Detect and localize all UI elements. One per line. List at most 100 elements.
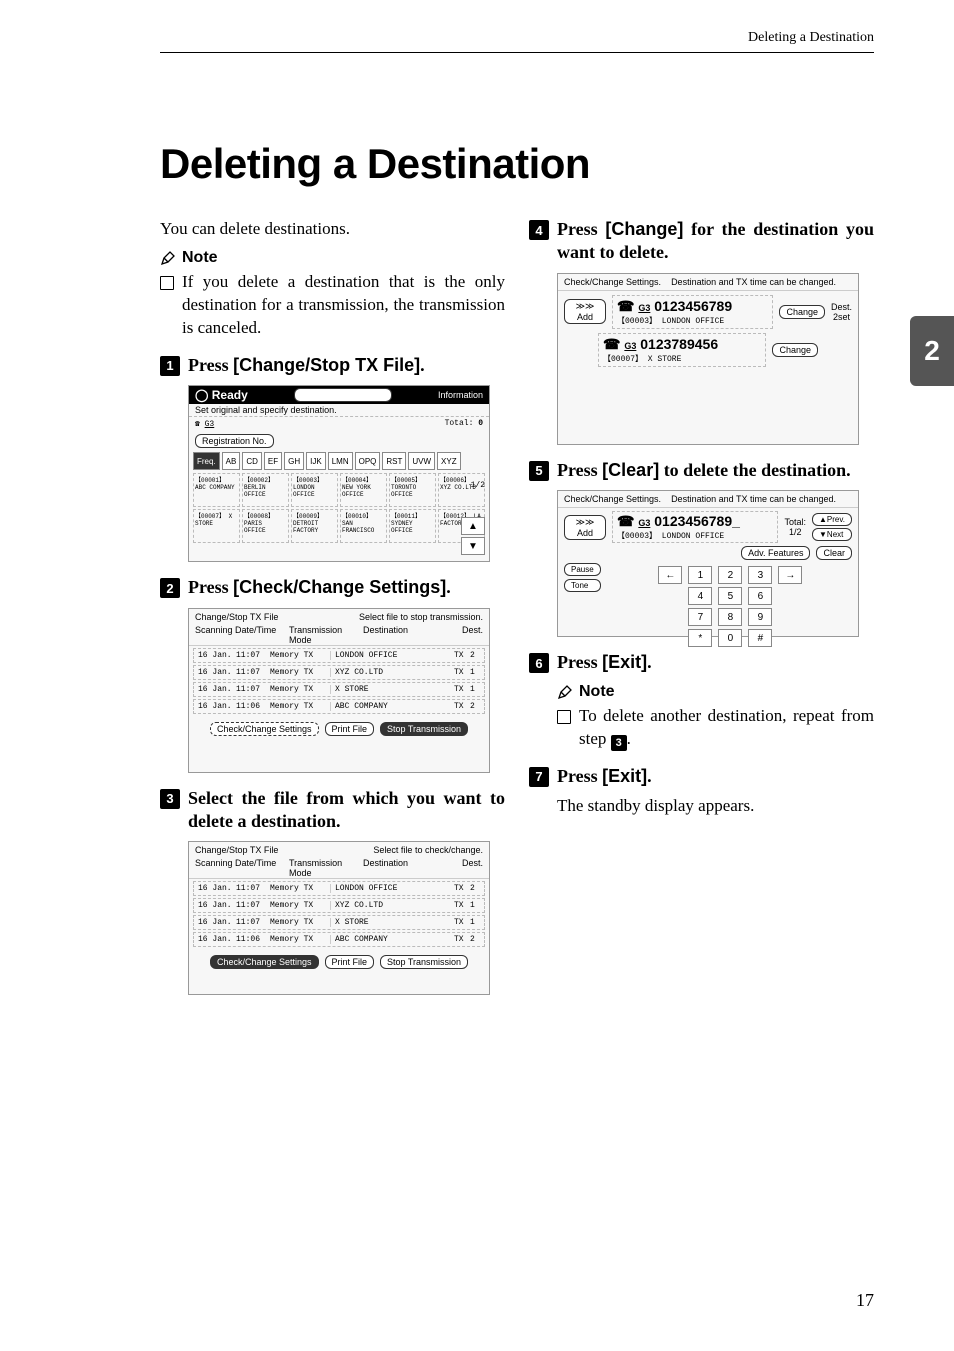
sc2-check-button[interactable]: Check/Change Settings — [210, 722, 319, 736]
screenshot-filelist-check: Change/Stop TX File Select file to check… — [188, 841, 490, 995]
sc1-dest-cell[interactable]: 【00002】 BERLIN OFFICE — [242, 473, 289, 507]
step-badge: 4 — [529, 220, 549, 240]
sc1-change-stop-button[interactable]: Change/Stop TX File — [294, 388, 391, 402]
keypad-key[interactable]: 7 — [688, 608, 712, 626]
columns: You can delete destinations. Note If you… — [160, 218, 874, 1001]
sc1-dest-cell[interactable]: 【00003】 LONDON OFFICE — [291, 473, 338, 507]
keypad-key[interactable]: ← — [658, 566, 682, 584]
keypad-key[interactable]: 9 — [748, 608, 772, 626]
sc3-stop-button[interactable]: Stop Transmission — [380, 955, 468, 969]
sc1-tab[interactable]: LMN — [328, 452, 353, 470]
sc3-print-button[interactable]: Print File — [325, 955, 375, 969]
sc4-change2-button[interactable]: Change — [772, 343, 818, 357]
sc1-pager: 1/2 — [471, 481, 485, 490]
sc1-tab[interactable]: CD — [242, 452, 262, 470]
step-1: 1 Press [Change/Stop TX File]. — [160, 354, 505, 377]
sc2-hint: Select file to stop transmission. — [359, 612, 483, 622]
sc1-tab[interactable]: UVW — [408, 452, 435, 470]
sc2-col: Transmission Mode — [289, 625, 359, 645]
step-text: Press [Clear] to delete the destination. — [557, 459, 851, 482]
sc3-col: Transmission Mode — [289, 858, 359, 878]
sc4-change1-button[interactable]: Change — [779, 305, 825, 319]
step-text: Press [Change/Stop TX File]. — [188, 354, 425, 377]
keypad-key[interactable]: → — [778, 566, 802, 584]
step-badge: 3 — [160, 789, 180, 809]
sc1-tab[interactable]: AB — [222, 452, 241, 470]
keypad-key[interactable]: 4 — [688, 587, 712, 605]
sc1-dest-cell[interactable]: 【00005】 TORONTO OFFICE — [389, 473, 436, 507]
sc5-hint: Destination and TX time can be changed. — [671, 494, 836, 504]
sc1-dest-cell[interactable]: 【00008】 PARIS OFFICE — [242, 509, 289, 543]
file-row[interactable]: 16 Jan.11:06Memory TXABC COMPANYTX2 — [193, 932, 485, 947]
note-heading: Note — [160, 249, 505, 267]
sc1-tab[interactable]: OPQ — [355, 452, 381, 470]
step-badge: 1 — [160, 356, 180, 376]
keypad-key[interactable]: * — [688, 629, 712, 647]
step-badge: 5 — [529, 461, 549, 481]
file-row[interactable]: 16 Jan.11:06Memory TXABC COMPANYTX2 — [193, 699, 485, 714]
step-text: Press [Check/Change Settings]. — [188, 576, 451, 599]
sc4-fax2-num: 0123789456 — [640, 336, 718, 352]
sc3-check-button[interactable]: Check/Change Settings — [210, 955, 319, 969]
sc1-tab[interactable]: XYZ — [437, 452, 461, 470]
file-row[interactable]: 16 Jan.11:07Memory TXXYZ CO.LTDTX1 — [193, 665, 485, 680]
sc5-adv-button[interactable]: Adv. Features — [741, 546, 810, 560]
step-prefix: Press — [188, 577, 233, 597]
sc1-dest-cell[interactable]: 【00001】 ABC COMPANY — [193, 473, 240, 507]
sc1-dest-cell[interactable]: 【00007】 X STORE — [193, 509, 240, 543]
sc5-next-button[interactable]: ▼Next — [812, 528, 852, 541]
sc2-col: Dest. — [462, 625, 483, 645]
control-key: [Clear] — [602, 460, 659, 480]
sc2-print-button[interactable]: Print File — [325, 722, 375, 736]
sc5-prev-button[interactable]: ▲Prev. — [812, 513, 852, 526]
file-row[interactable]: 16 Jan.11:07Memory TXLONDON OFFICETX2 — [193, 881, 485, 896]
sc1-tab[interactable]: RST — [382, 452, 406, 470]
note-heading: Note — [557, 683, 874, 701]
col-left: You can delete destinations. Note If you… — [160, 218, 505, 1001]
file-row[interactable]: 16 Jan.11:07Memory TXX STORETX1 — [193, 682, 485, 697]
sc5-pause-button[interactable]: Pause — [564, 563, 601, 576]
top-rule — [160, 52, 874, 53]
keypad-key[interactable]: 0 — [718, 629, 742, 647]
screenshot-keypad: Check/Change Settings. Destination and T… — [557, 490, 859, 637]
file-row[interactable]: 16 Jan.11:07Memory TXX STORETX1 — [193, 915, 485, 930]
step-3: 3 Select the file from which you want to… — [160, 787, 505, 834]
sc5-clear-button[interactable]: Clear — [816, 546, 852, 560]
sc2-col: Destination — [363, 625, 458, 645]
sc1-dest-cell[interactable]: 【00006】 XYZ CO.LTD — [438, 473, 485, 507]
sc5-tone-button[interactable]: Tone — [564, 579, 601, 592]
screenshot-ready: ◯ Ready Change/Stop TX File Information … — [188, 385, 490, 562]
keypad-key[interactable]: 8 — [718, 608, 742, 626]
sc1-reg-button[interactable]: Registration No. — [195, 434, 274, 448]
keypad-key[interactable]: 5 — [718, 587, 742, 605]
sc1-dest-cell[interactable]: 【00004】 NEW YORK OFFICE — [340, 473, 387, 507]
keypad-key[interactable]: # — [748, 629, 772, 647]
sc1-tab[interactable]: Freq. — [193, 452, 220, 470]
sc1-dest-cell[interactable]: 【00009】 DETROIT FACTORY — [291, 509, 338, 543]
note-bullet-icon — [160, 276, 174, 290]
note-item: To delete another destination, repeat fr… — [557, 705, 874, 751]
sc1-dest-cell[interactable]: 【00010】 SAN FRANCISCO — [340, 509, 387, 543]
sc1-tab[interactable]: GH — [284, 452, 304, 470]
note-item: If you delete a destination that is the … — [160, 271, 505, 340]
sc1-tab[interactable]: EF — [264, 452, 282, 470]
sc2-stop-button[interactable]: Stop Transmission — [380, 722, 468, 736]
sc1-dest-cell[interactable]: 【00011】 SYDNEY OFFICE — [389, 509, 436, 543]
step-prefix: Press — [557, 219, 605, 239]
running-head: Deleting a Destination — [748, 30, 874, 46]
sc1-tab[interactable]: IJK — [306, 452, 326, 470]
file-row[interactable]: 16 Jan.11:07Memory TXLONDON OFFICETX2 — [193, 648, 485, 663]
up-arrow-button[interactable]: ▲ — [461, 517, 485, 535]
keypad-key[interactable]: 1 — [688, 566, 712, 584]
step-badge: 7 — [529, 767, 549, 787]
sc4-title: Check/Change Settings. — [564, 277, 661, 287]
sc4-add-button[interactable]: ≫≫ Add — [564, 299, 606, 324]
file-row[interactable]: 16 Jan.11:07Memory TXXYZ CO.LTDTX1 — [193, 898, 485, 913]
down-arrow-button[interactable]: ▼ — [461, 537, 485, 555]
keypad-key[interactable]: 3 — [748, 566, 772, 584]
sc2-col: Scanning Date/Time — [195, 625, 285, 645]
sc5-add-button[interactable]: ≫≫ Add — [564, 515, 606, 540]
keypad-key[interactable]: 2 — [718, 566, 742, 584]
keypad-key[interactable]: 6 — [748, 587, 772, 605]
note-label: Note — [182, 249, 218, 267]
